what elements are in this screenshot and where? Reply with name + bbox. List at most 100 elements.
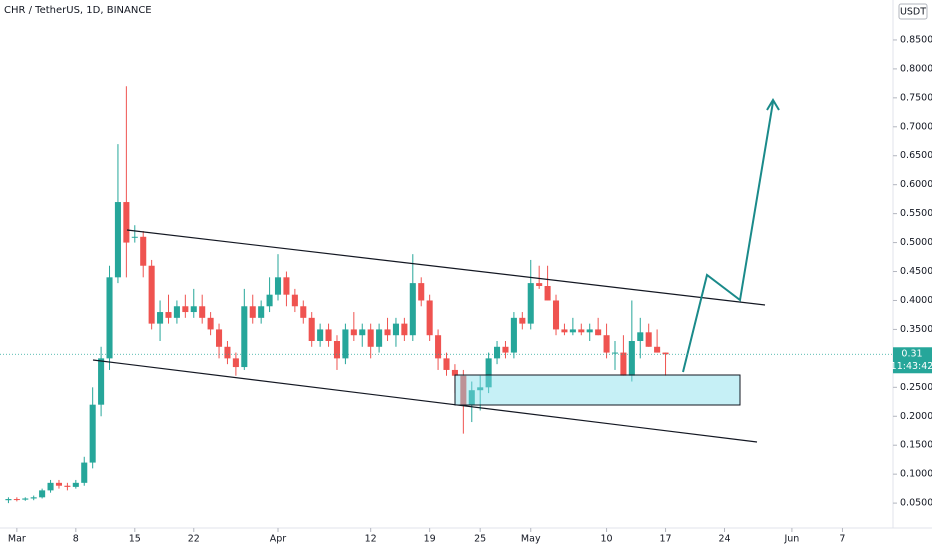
x-tick-label: 12 bbox=[365, 534, 377, 545]
candle-body bbox=[300, 306, 307, 318]
x-tick-label: 10 bbox=[601, 534, 613, 545]
candle-body bbox=[654, 346, 661, 353]
candle-body bbox=[148, 265, 155, 324]
x-tick-label: 15 bbox=[129, 534, 141, 545]
candle-body bbox=[527, 283, 534, 324]
x-tick-label: 19 bbox=[424, 534, 436, 545]
candle-body bbox=[157, 312, 164, 324]
candle-body bbox=[384, 329, 391, 336]
candle-body bbox=[165, 312, 172, 318]
candle-body bbox=[131, 236, 138, 238]
candle-body bbox=[510, 317, 517, 353]
candle-body bbox=[140, 236, 147, 266]
candle-body bbox=[47, 482, 54, 491]
candle-body bbox=[426, 300, 433, 336]
candle-body bbox=[241, 306, 248, 368]
candle-body bbox=[342, 329, 349, 359]
x-tick-label: May bbox=[521, 534, 541, 545]
candle-body bbox=[266, 294, 273, 307]
drawings bbox=[92, 98, 780, 443]
candle-body bbox=[22, 498, 29, 500]
x-tick-label: Mar bbox=[8, 534, 26, 545]
candle-body bbox=[81, 462, 88, 483]
candle-body bbox=[249, 306, 256, 318]
candle-body bbox=[30, 497, 37, 499]
candle-body bbox=[435, 335, 442, 359]
candle-body bbox=[308, 317, 315, 341]
x-tick-label: 7 bbox=[839, 534, 845, 545]
candle-body bbox=[291, 294, 298, 307]
currency-badge bbox=[898, 3, 928, 20]
candle-body bbox=[359, 329, 366, 336]
candle-body bbox=[569, 329, 576, 333]
x-tick-label: 24 bbox=[718, 534, 730, 545]
candle-body bbox=[98, 358, 105, 405]
candle-body bbox=[392, 323, 399, 336]
candle-body bbox=[620, 352, 627, 376]
candle-body bbox=[603, 335, 610, 353]
currency-label: USDT bbox=[900, 7, 926, 18]
candle-body bbox=[502, 346, 509, 353]
candle-body bbox=[519, 317, 526, 324]
candle-body bbox=[544, 286, 551, 301]
candle-body bbox=[485, 358, 492, 388]
candle-body bbox=[536, 283, 543, 286]
candle-body bbox=[114, 202, 121, 278]
candle-body bbox=[367, 329, 374, 347]
candle-body bbox=[552, 300, 560, 330]
candle-body bbox=[5, 499, 12, 501]
candle-body bbox=[39, 490, 46, 498]
candle-body bbox=[645, 332, 652, 347]
arrow-head bbox=[766, 98, 780, 111]
candle-body bbox=[578, 329, 585, 333]
candle-body bbox=[224, 346, 231, 359]
candle-body bbox=[637, 332, 644, 341]
candle-body bbox=[173, 306, 180, 318]
chart-title: CHR / TetherUS, 1D, BINANCE bbox=[4, 5, 152, 16]
candle-body bbox=[333, 341, 341, 359]
candle-body bbox=[468, 390, 475, 405]
candle-body bbox=[586, 329, 593, 333]
candle-body bbox=[89, 404, 96, 463]
candle-body bbox=[611, 352, 619, 354]
candle-body bbox=[409, 283, 416, 336]
candle-body bbox=[418, 283, 425, 301]
x-tick-label: Jun bbox=[783, 534, 799, 545]
candle-body bbox=[460, 375, 467, 405]
projection-arrow bbox=[682, 101, 774, 373]
countdown: 11:43:42 bbox=[891, 361, 932, 372]
candle-body bbox=[401, 323, 408, 336]
candle-body bbox=[325, 329, 332, 341]
x-tick-label: 8 bbox=[73, 534, 79, 545]
last-price: 0.31 bbox=[901, 348, 922, 359]
price-tag bbox=[893, 347, 932, 374]
lower-trend-line bbox=[92, 359, 758, 443]
candle-body bbox=[350, 329, 357, 336]
x-tick-label: Apr bbox=[270, 534, 287, 545]
candle-body bbox=[106, 277, 113, 359]
candle-body bbox=[216, 329, 223, 347]
candle-body bbox=[274, 277, 282, 295]
candle-body bbox=[376, 329, 383, 347]
candle-body bbox=[494, 346, 501, 359]
candle-body bbox=[443, 358, 450, 370]
x-tick-label: 22 bbox=[188, 534, 200, 545]
candle-body bbox=[190, 306, 197, 313]
y-tick-label: 0.85000 bbox=[900, 34, 932, 45]
candle-body bbox=[561, 329, 568, 333]
